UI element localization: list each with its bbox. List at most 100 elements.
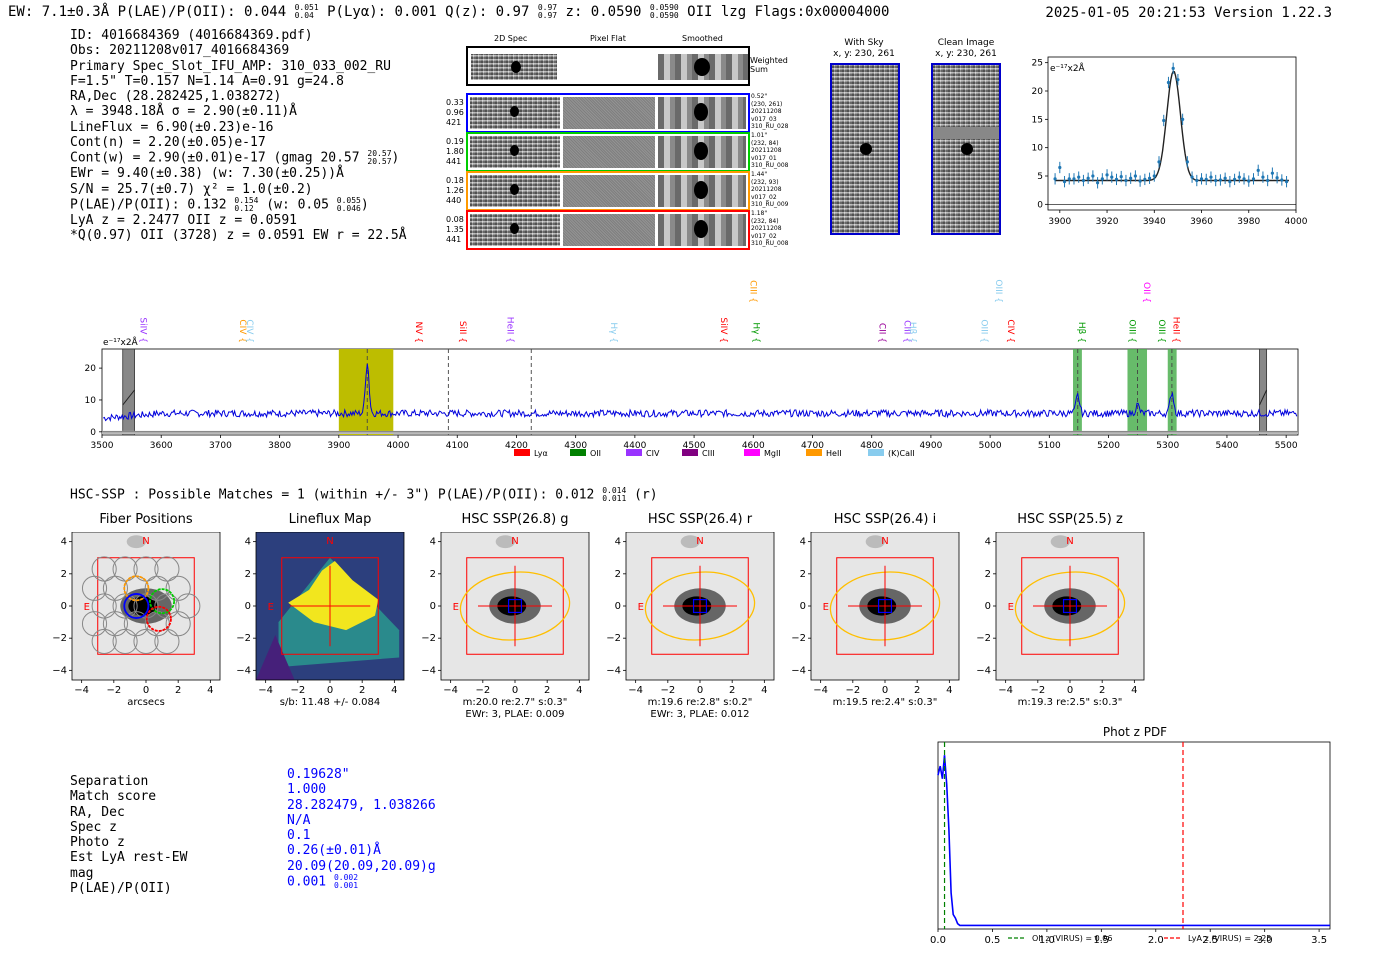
y-tick-label: 20 bbox=[1032, 87, 1044, 97]
legend-swatch bbox=[868, 449, 884, 456]
aperture-box bbox=[836, 557, 934, 655]
data-point bbox=[1232, 177, 1237, 181]
cutout-left-value: 441 bbox=[446, 157, 462, 166]
data-point bbox=[1270, 171, 1274, 175]
x-tick-label: 0 bbox=[327, 685, 333, 696]
fiber-circle bbox=[165, 575, 191, 601]
weighted-sum-label: Weighted Sum bbox=[750, 56, 788, 74]
weighted-sum-strip bbox=[466, 46, 750, 86]
x-tick-label: 3940 bbox=[1143, 217, 1166, 227]
clean-image-xy: x, y: 230, 261 bbox=[935, 49, 997, 59]
y-tick-label: 4 bbox=[61, 537, 67, 548]
info-contw-sub: 20.57 bbox=[367, 157, 392, 167]
fiber-circle bbox=[175, 593, 201, 619]
info-params: F=1.5" T=0.157 N=1.14 A=0.91 g=24.8 bbox=[70, 73, 344, 89]
y-tick-label: 0 bbox=[90, 428, 96, 438]
cutout-right-value: (232, 93) bbox=[751, 178, 779, 186]
aperture-box bbox=[97, 557, 195, 655]
y-tick-label: −4 bbox=[791, 665, 806, 676]
y-tick-label: 15 bbox=[1032, 115, 1043, 125]
y-tick-label: 4 bbox=[245, 537, 251, 548]
spectral-line-label: OIII { bbox=[978, 319, 988, 343]
match-label: Photo z bbox=[70, 835, 125, 851]
hsc-panel-title: Lineflux Map bbox=[288, 512, 372, 527]
aperture-box bbox=[651, 557, 749, 655]
cutout-right-value: v017_01 bbox=[751, 154, 777, 162]
neighbor-source bbox=[865, 535, 885, 549]
hsc-panel-title: Fiber Positions bbox=[99, 512, 193, 527]
x-tick-label: 3800 bbox=[268, 441, 291, 451]
data-point bbox=[1237, 175, 1241, 179]
weighted-flat bbox=[560, 50, 656, 84]
cutout-flat bbox=[563, 97, 655, 129]
match-label: P(LAE)/P(OII) bbox=[70, 881, 172, 897]
data-point bbox=[1266, 178, 1270, 183]
x-tick-label: 4 bbox=[207, 685, 213, 696]
x-tick-label: 4800 bbox=[860, 441, 883, 451]
cutout-left-value: 1.35 bbox=[446, 225, 464, 234]
x-tick-label: 0.5 bbox=[984, 935, 1000, 946]
cutout-right-value: v017_02 bbox=[751, 193, 777, 201]
y-tick-label: −2 bbox=[606, 633, 621, 644]
match-plae-sup: 0.002 bbox=[333, 873, 359, 883]
aperture-ellipse bbox=[644, 571, 756, 641]
info-plae: P(LAE)/P(OII): 0.132 0.154 0.12 (w: 0.05 … bbox=[70, 196, 407, 213]
header-z-sup: 0.0590 bbox=[649, 3, 679, 12]
cutout-2d bbox=[470, 214, 560, 246]
sky-residual-band bbox=[102, 430, 1298, 435]
x-tick-label: 3900 bbox=[1048, 217, 1071, 227]
data-point bbox=[1199, 177, 1204, 181]
info-lineflux: LineFlux = 6.90(±0.23)e-16 bbox=[70, 119, 274, 135]
match-value: 28.282479, 1.038266 bbox=[287, 797, 436, 813]
target-marker bbox=[877, 598, 893, 614]
panel-caption: m:19.5 re:2.4" s:0.3" bbox=[833, 697, 938, 708]
hsc-title-sup: 0.014 bbox=[602, 486, 627, 495]
cutout-left-value: 0.19 bbox=[446, 137, 464, 146]
cutout-right-value: 20211208 bbox=[751, 108, 782, 115]
data-point bbox=[1261, 175, 1265, 179]
data-point bbox=[1119, 174, 1123, 179]
x-tick-label: 3700 bbox=[209, 441, 232, 451]
x-tick-label: 5200 bbox=[1097, 441, 1120, 451]
x-tick-label: 4000 bbox=[1285, 217, 1308, 227]
x-tick-label: 0.0 bbox=[930, 935, 946, 946]
with-sky-header: With Sky x, y: 230, 261 bbox=[822, 38, 906, 60]
hsc-title-text: HSC-SSP : Possible Matches = 1 (within +… bbox=[70, 487, 603, 503]
match-value: 1.000 bbox=[287, 782, 327, 798]
target-marker bbox=[507, 598, 523, 614]
cutout-right-value: 310_RU_008 bbox=[751, 162, 789, 169]
data-point bbox=[1218, 178, 1223, 182]
fiber-circle bbox=[112, 628, 138, 654]
clean-image bbox=[931, 63, 1001, 235]
y-tick-label: −2 bbox=[421, 633, 436, 644]
compass-east: E bbox=[823, 602, 829, 613]
data-point bbox=[1214, 178, 1218, 183]
x-tick-label: −4 bbox=[998, 685, 1013, 696]
spectral-line-label: OIII { bbox=[1156, 319, 1166, 343]
info-plae-text: P(LAE)/P(OII): 0.132 bbox=[70, 197, 235, 213]
cutout-left-value: 0.96 bbox=[446, 108, 464, 117]
x-tick-label: −2 bbox=[475, 685, 490, 696]
legend-swatch bbox=[806, 449, 822, 456]
header-summary: EW: 7.1±0.3Å P(LAE)/P(OII): 0.044 0.051 0… bbox=[8, 3, 889, 21]
x-tick-label: 3.5 bbox=[1311, 935, 1327, 946]
legend-label: HeII bbox=[826, 449, 842, 458]
header-qz-sub: 0.97 bbox=[537, 11, 558, 20]
spectral-line-label: Hγ { bbox=[750, 322, 760, 343]
cutout-row-right-values: 1.44" (232, 93) 20211208 v017_02 310_RU_009 bbox=[751, 171, 788, 209]
data-point bbox=[1110, 175, 1114, 179]
spectral-line-label: CIV { bbox=[237, 319, 247, 343]
y-tick-label: 4 bbox=[430, 537, 436, 548]
spectral-line-label: HeII { bbox=[1171, 317, 1181, 343]
info-contw-sup: 20.57 bbox=[367, 149, 392, 159]
hsc-panel-title: HSC SSP(26.8) g bbox=[461, 512, 569, 527]
legend-label: MgII bbox=[764, 449, 781, 458]
y-tick-label: 2 bbox=[800, 569, 806, 580]
x-tick-label: −4 bbox=[443, 685, 458, 696]
spectral-line-label: Hγ { bbox=[608, 322, 618, 343]
header-ew-sup: 0.051 bbox=[294, 3, 319, 12]
x-tick-label: 4700 bbox=[801, 441, 824, 451]
info-ewr: EWr = 9.40(±0.38) (w: 7.30(±0.25))Å bbox=[70, 166, 344, 182]
data-point bbox=[1190, 175, 1194, 179]
cutout-smooth bbox=[658, 175, 746, 207]
